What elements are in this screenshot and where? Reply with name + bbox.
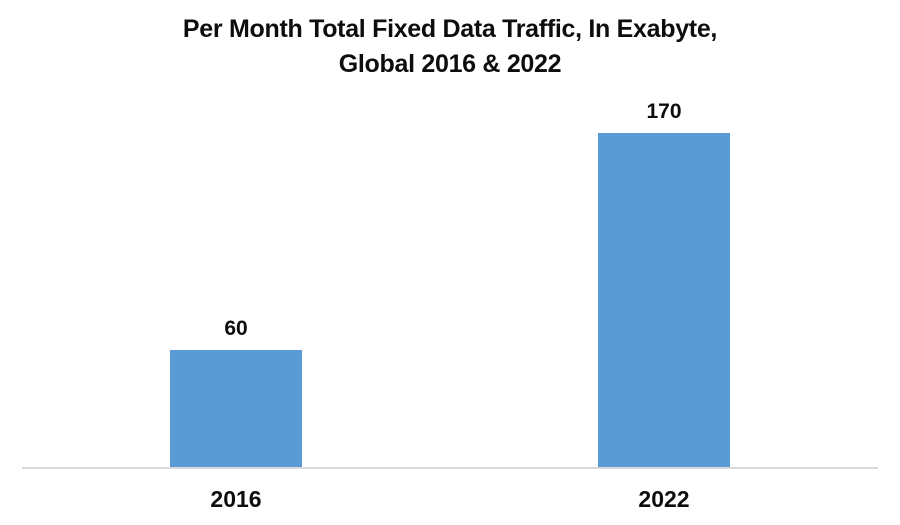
bar-2022 [598, 133, 730, 468]
chart-title: Per Month Total Fixed Data Traffic, In E… [0, 12, 900, 82]
x-axis-line [22, 467, 878, 469]
bar-2016 [170, 350, 302, 468]
x-tick-label-2016: 2016 [210, 486, 262, 512]
chart-title-line-2: Global 2016 & 2022 [338, 50, 562, 78]
x-axis-tick-labels: 2016 2022 [22, 486, 878, 513]
data-label-2022: 170 [646, 100, 682, 123]
chart-title-line-1: Per Month Total Fixed Data Traffic, In E… [182, 15, 718, 43]
data-label-2016: 60 [224, 317, 248, 340]
bar-group-2016: 60 [22, 90, 450, 468]
x-tick-label-2022: 2022 [638, 486, 690, 512]
plot-area: 60 170 [22, 90, 878, 468]
bar-group-2022: 170 [450, 90, 878, 468]
